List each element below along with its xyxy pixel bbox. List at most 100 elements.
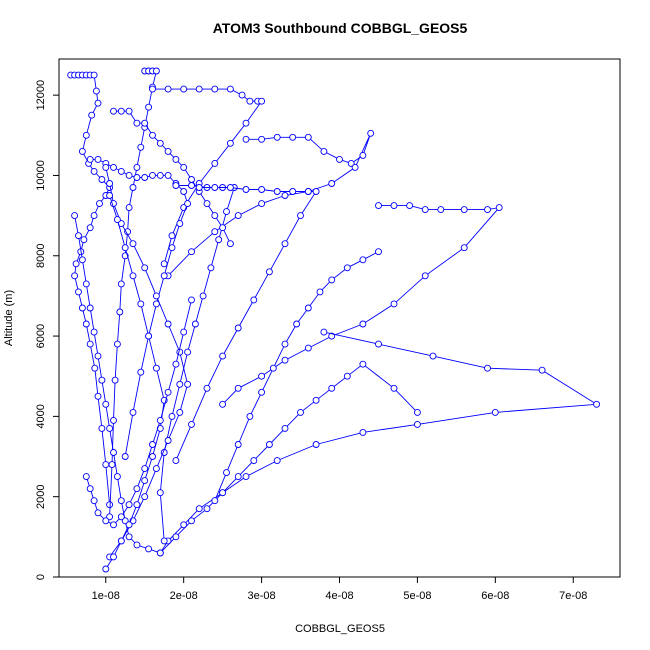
- series-4: [219, 202, 503, 408]
- data-point-4-1: [390, 202, 398, 210]
- data-point-6-8: [281, 424, 289, 432]
- data-point-4-6: [484, 206, 491, 214]
- data-point-2-5: [226, 85, 234, 93]
- data-point-8-10: [184, 348, 192, 356]
- data-point-6-1: [172, 533, 180, 541]
- series-line-3: [167, 133, 372, 277]
- data-point-4-11: [359, 320, 367, 328]
- data-point-5-6: [491, 408, 499, 416]
- data-point-4-4: [437, 206, 445, 214]
- data-point-0-32: [106, 501, 114, 509]
- data-point-0-9: [88, 111, 96, 119]
- data-point-0-22: [72, 260, 80, 268]
- data-point-0-10: [82, 131, 90, 139]
- series-line-15: [214, 251, 379, 501]
- data-point-3-6: [336, 155, 343, 163]
- series-13: [172, 184, 320, 465]
- data-point-13-0: [195, 184, 203, 191]
- data-point-2-16: [160, 260, 168, 268]
- data-point-15-1: [223, 469, 230, 477]
- data-point-12-7: [164, 147, 172, 155]
- data-point-3-9: [367, 129, 375, 137]
- data-point-13-17: [172, 457, 180, 465]
- data-point-2-9: [258, 97, 266, 105]
- x-axis: 1e-08 2e-08 3e-08 4e-08 5e-08 6e-08 7e-08: [92, 577, 587, 602]
- data-point-10-5: [90, 328, 98, 336]
- data-point-1-8: [133, 163, 141, 171]
- data-point-0-14: [98, 176, 106, 183]
- data-point-6-4: [219, 489, 227, 497]
- data-point-7-16: [160, 272, 168, 280]
- data-point-4-9: [421, 272, 429, 280]
- data-point-13-10: [281, 240, 289, 248]
- data-point-1-13: [117, 280, 125, 288]
- data-point-4-5: [460, 206, 468, 214]
- data-point-6-5: [234, 473, 242, 481]
- data-point-8-7: [207, 264, 215, 272]
- data-point-5-5: [593, 400, 601, 408]
- data-point-1-7: [137, 143, 145, 151]
- data-point-13-8: [312, 188, 320, 195]
- data-point-15-3: [246, 412, 254, 420]
- data-point-2-2: [180, 85, 188, 93]
- data-point-10-13: [121, 517, 129, 525]
- data-point-9-3: [141, 493, 149, 501]
- data-point-6-2: [188, 517, 195, 525]
- data-point-14-6: [117, 513, 125, 521]
- data-point-0-23: [71, 272, 79, 280]
- data-point-9-7: [184, 380, 192, 388]
- data-point-5-0: [320, 328, 328, 336]
- data-point-2-12: [211, 159, 219, 167]
- data-point-7-10: [164, 171, 172, 179]
- series-line-5: [159, 331, 598, 554]
- data-point-0-17: [96, 200, 103, 208]
- data-point-14-7: [125, 501, 133, 509]
- data-point-10-14: [125, 533, 133, 541]
- data-point-4-0: [375, 202, 382, 210]
- data-point-9-15: [106, 180, 114, 187]
- y-tick-label-3: 6000: [35, 324, 47, 348]
- series-line-7: [90, 158, 189, 457]
- data-point-13-6: [289, 188, 297, 195]
- data-point-10-3: [82, 280, 90, 288]
- data-point-1-5: [145, 103, 153, 111]
- series-0: [67, 71, 114, 509]
- data-point-10-16: [145, 545, 153, 553]
- data-point-1-14: [116, 308, 124, 316]
- data-point-11-3: [125, 521, 133, 529]
- data-point-7-21: [121, 453, 129, 460]
- data-point-12-4: [141, 119, 149, 127]
- data-point-7-1: [94, 155, 102, 163]
- x-tick-label-4: 5e-08: [403, 590, 431, 602]
- data-point-7-14: [176, 220, 184, 228]
- data-point-7-6: [133, 174, 141, 181]
- data-point-1-10: [125, 204, 133, 212]
- data-point-13-14: [219, 352, 227, 360]
- data-point-6-15: [413, 408, 421, 416]
- data-point-12-2: [125, 107, 133, 115]
- data-point-8-8: [199, 292, 207, 300]
- y-tick-label-5: 10000: [35, 160, 47, 191]
- data-point-5-8: [359, 428, 367, 436]
- data-point-5-2: [429, 352, 437, 360]
- data-point-0-6: [90, 71, 98, 79]
- data-point-4-17: [219, 400, 227, 408]
- data-point-11-0: [102, 565, 110, 573]
- data-point-6-6: [250, 457, 258, 465]
- data-point-15-9: [316, 288, 324, 296]
- data-point-15-0: [211, 497, 219, 505]
- data-point-7-0: [86, 155, 94, 163]
- data-point-1-16: [111, 376, 119, 384]
- data-point-11-1: [110, 553, 117, 561]
- data-point-6-12: [343, 372, 351, 380]
- data-point-2-4: [211, 85, 219, 93]
- data-point-9-5: [164, 437, 172, 444]
- data-point-4-3: [421, 206, 429, 214]
- data-point-0-26: [82, 320, 90, 328]
- series-14: [82, 296, 195, 529]
- data-point-3-10: [351, 163, 359, 171]
- data-point-0-24: [75, 288, 82, 296]
- series-line-14: [85, 299, 192, 526]
- data-point-3-0: [242, 135, 250, 143]
- data-point-3-13: [281, 192, 289, 199]
